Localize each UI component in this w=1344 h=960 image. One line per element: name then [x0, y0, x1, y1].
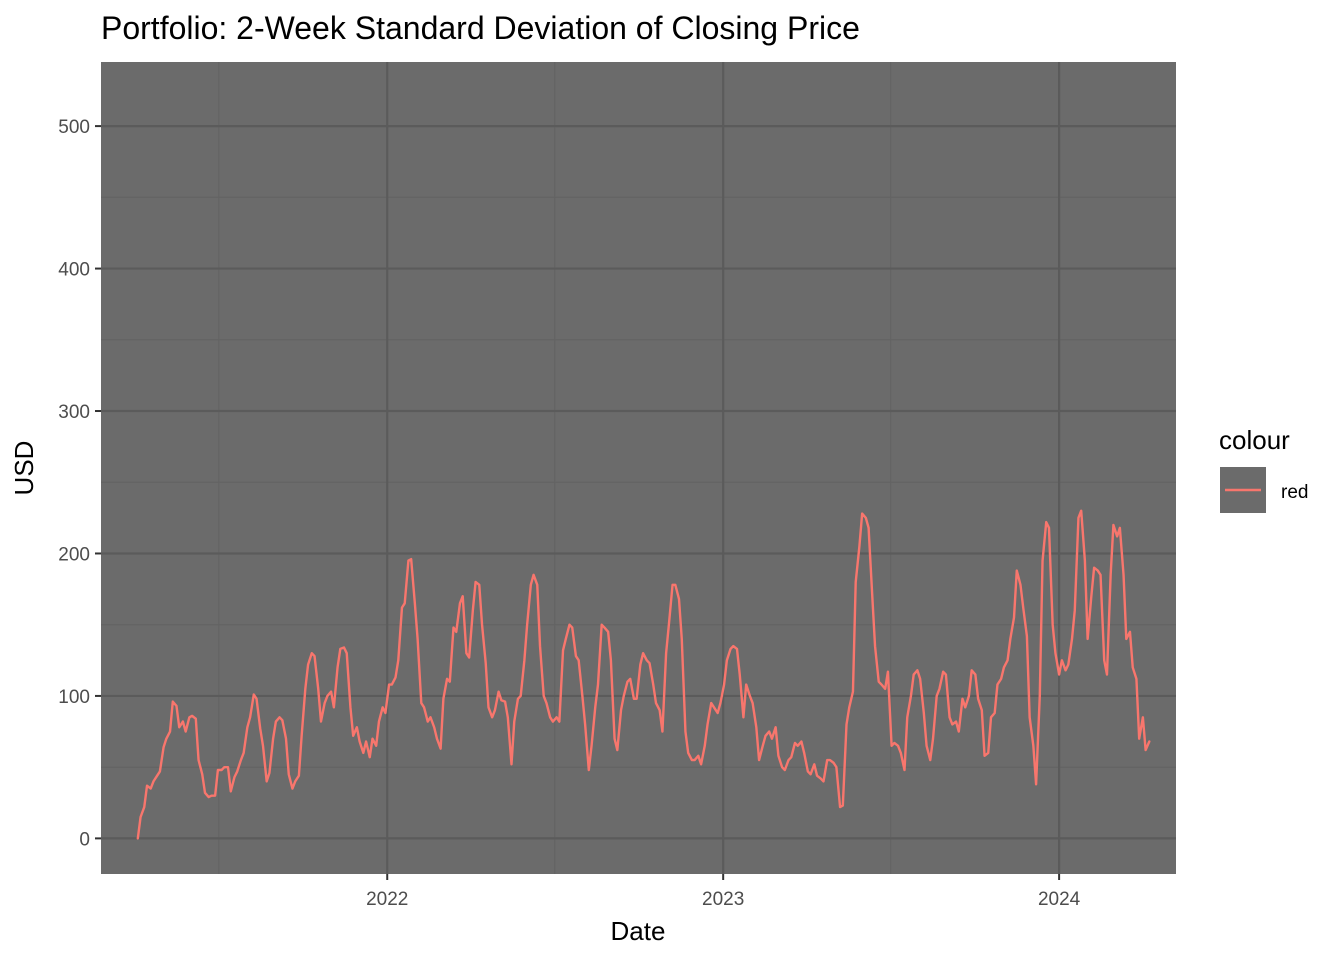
x-axis: 2022 2023 2024 — [366, 874, 1081, 910]
y-tick-label: 0 — [79, 829, 90, 850]
y-tick-label: 100 — [58, 687, 90, 708]
y-tick-label: 500 — [58, 117, 90, 138]
minor-grid-lines — [101, 62, 1176, 874]
x-axis-title: Date — [611, 916, 666, 946]
chart-title: Portfolio: 2-Week Standard Deviation of … — [101, 10, 860, 46]
legend-title: colour — [1219, 425, 1290, 455]
y-tick-label: 400 — [58, 260, 90, 281]
y-axis: 0 100 200 300 400 500 — [58, 117, 101, 850]
x-tick-label: 2024 — [1038, 889, 1081, 910]
y-tick-label: 300 — [58, 402, 90, 423]
y-axis-title: USD — [9, 441, 39, 496]
legend: colour red — [1219, 425, 1308, 513]
x-tick-label: 2022 — [366, 889, 408, 910]
series-line-0 — [136, 509, 1151, 840]
plot-panel — [101, 62, 1176, 874]
y-tick-label: 200 — [58, 544, 90, 565]
series-layer — [136, 509, 1151, 840]
legend-label-red: red — [1281, 482, 1308, 503]
x-tick-label: 2023 — [702, 889, 744, 910]
